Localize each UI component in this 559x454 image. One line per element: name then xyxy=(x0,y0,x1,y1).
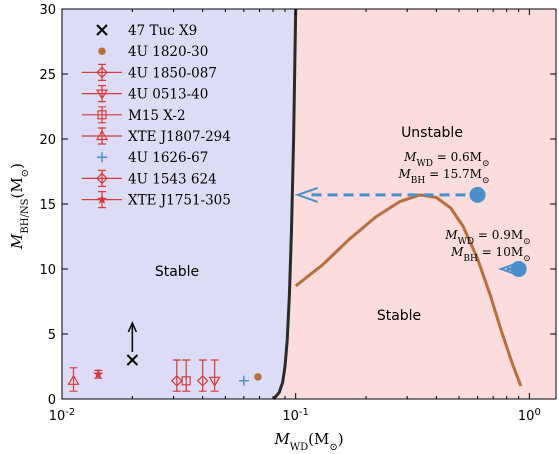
data-point xyxy=(254,373,262,381)
y-tick-label: 15 xyxy=(39,198,56,213)
legend-marker xyxy=(98,47,106,55)
y-axis-label: MBH/NS(M⊙) xyxy=(8,163,31,250)
critical-point xyxy=(470,187,486,203)
legend-label: XTE J1751-305 xyxy=(128,193,231,209)
y-tick-label: 10 xyxy=(39,263,56,278)
legend-entry: 4U 1850-087 xyxy=(82,64,217,81)
y-tick-label: 0 xyxy=(48,393,56,408)
legend-label: M15 X-2 xyxy=(128,108,186,124)
x-tick-label: 10-2 xyxy=(49,407,76,425)
unstable-region xyxy=(274,9,556,399)
legend-label: XTE J1807-294 xyxy=(128,129,231,145)
legend-entry: 4U 1543 624 xyxy=(82,170,217,187)
stable-left-label: Stable xyxy=(155,264,199,280)
y-tick-label: 30 xyxy=(39,3,56,18)
y-tick-label: 5 xyxy=(48,328,56,343)
legend-label: 47 Tuc X9 xyxy=(128,23,197,39)
legend-label: 4U 1850-087 xyxy=(128,65,217,81)
legend-label: 4U 0513-40 xyxy=(128,87,208,103)
legend-label: 4U 1543 624 xyxy=(128,171,217,187)
y-tick-label: 25 xyxy=(39,68,56,83)
stable-right-label: Stable xyxy=(377,308,421,324)
x-axis-label: MWD(M⊙) xyxy=(273,430,343,453)
legend-label: 4U 1820-30 xyxy=(128,44,208,60)
point-marker xyxy=(254,373,262,381)
x-tick-label: 100 xyxy=(518,407,541,425)
y-tick-label: 20 xyxy=(39,133,56,148)
x-tick-label: 10-1 xyxy=(282,407,309,425)
unstable-label: Unstable xyxy=(401,125,463,141)
legend-label: 4U 1626-67 xyxy=(128,150,208,166)
